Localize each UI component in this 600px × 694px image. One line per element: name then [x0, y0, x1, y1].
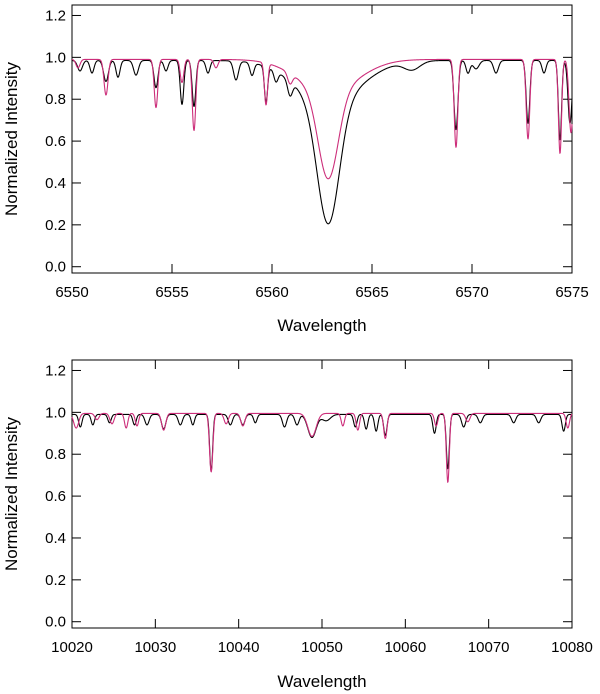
bottom-spectrum-panel: 10020 10030 10040 10050 10060 10070 10080 0.00…: [2, 359, 593, 691]
y-ticks: 0.0 0.2 0.4 0.6 0.8 1.0 1.2: [45, 7, 572, 276]
x-ticks: 6550 6555 6560 6565 6570 6575: [55, 5, 589, 301]
y-tick-label: 1.2: [45, 362, 66, 379]
model-spectrum-line: [71, 412, 573, 483]
y-tick-label: 1.2: [45, 7, 66, 24]
x-tick-label: 10080: [551, 639, 593, 656]
x-tick-label: 10020: [51, 639, 93, 656]
y-tick-label: 0.2: [45, 572, 66, 589]
y-axis-label: Normalized Intensity: [2, 417, 21, 572]
x-tick-label: 10030: [134, 639, 176, 656]
y-tick-label: 0.6: [45, 133, 66, 150]
x-tick-label: 6565: [355, 284, 388, 301]
series-group: [71, 58, 573, 225]
y-axis-label: Normalized Intensity: [2, 62, 21, 217]
y-ticks: 0.0 0.2 0.4 0.6 0.8 1.0 1.2: [45, 362, 572, 631]
top-spectrum-panel: 6550 6555 6560 6565 6570 6575 0.0 0.2 0.4 0.6 0.8…: [2, 4, 589, 335]
observed-spectrum-line: [71, 413, 573, 472]
x-tick-label: 6560: [255, 284, 288, 301]
y-tick-label: 1.0: [45, 404, 66, 421]
x-tick-label: 6550: [55, 284, 88, 301]
x-tick-label: 6575: [555, 284, 588, 301]
x-tick-label: 10040: [218, 639, 260, 656]
x-axis-label: Wavelength: [277, 316, 366, 335]
y-tick-label: 1.0: [45, 49, 66, 66]
x-tick-label: 6555: [155, 284, 188, 301]
y-tick-label: 0.4: [45, 175, 66, 192]
y-tick-label: 0.8: [45, 446, 66, 463]
y-tick-label: 0.4: [45, 530, 66, 547]
series-group: [71, 412, 573, 483]
observed-spectrum-line: [71, 59, 573, 225]
plot-frame: [71, 359, 573, 629]
y-tick-label: 0.0: [45, 614, 66, 631]
x-ticks: 10020 10030 10040 10050 10060 10070 10080: [51, 360, 593, 656]
y-tick-label: 0.2: [45, 217, 66, 234]
x-tick-label: 6570: [455, 284, 488, 301]
x-tick-label: 10070: [468, 639, 510, 656]
plot-frame: [71, 4, 573, 274]
x-tick-label: 10050: [301, 639, 343, 656]
model-spectrum-line: [71, 58, 573, 180]
y-tick-label: 0.0: [45, 259, 66, 276]
y-tick-label: 0.8: [45, 91, 66, 108]
y-tick-label: 0.6: [45, 488, 66, 505]
x-axis-label: Wavelength: [277, 672, 366, 691]
x-tick-label: 10060: [384, 639, 426, 656]
